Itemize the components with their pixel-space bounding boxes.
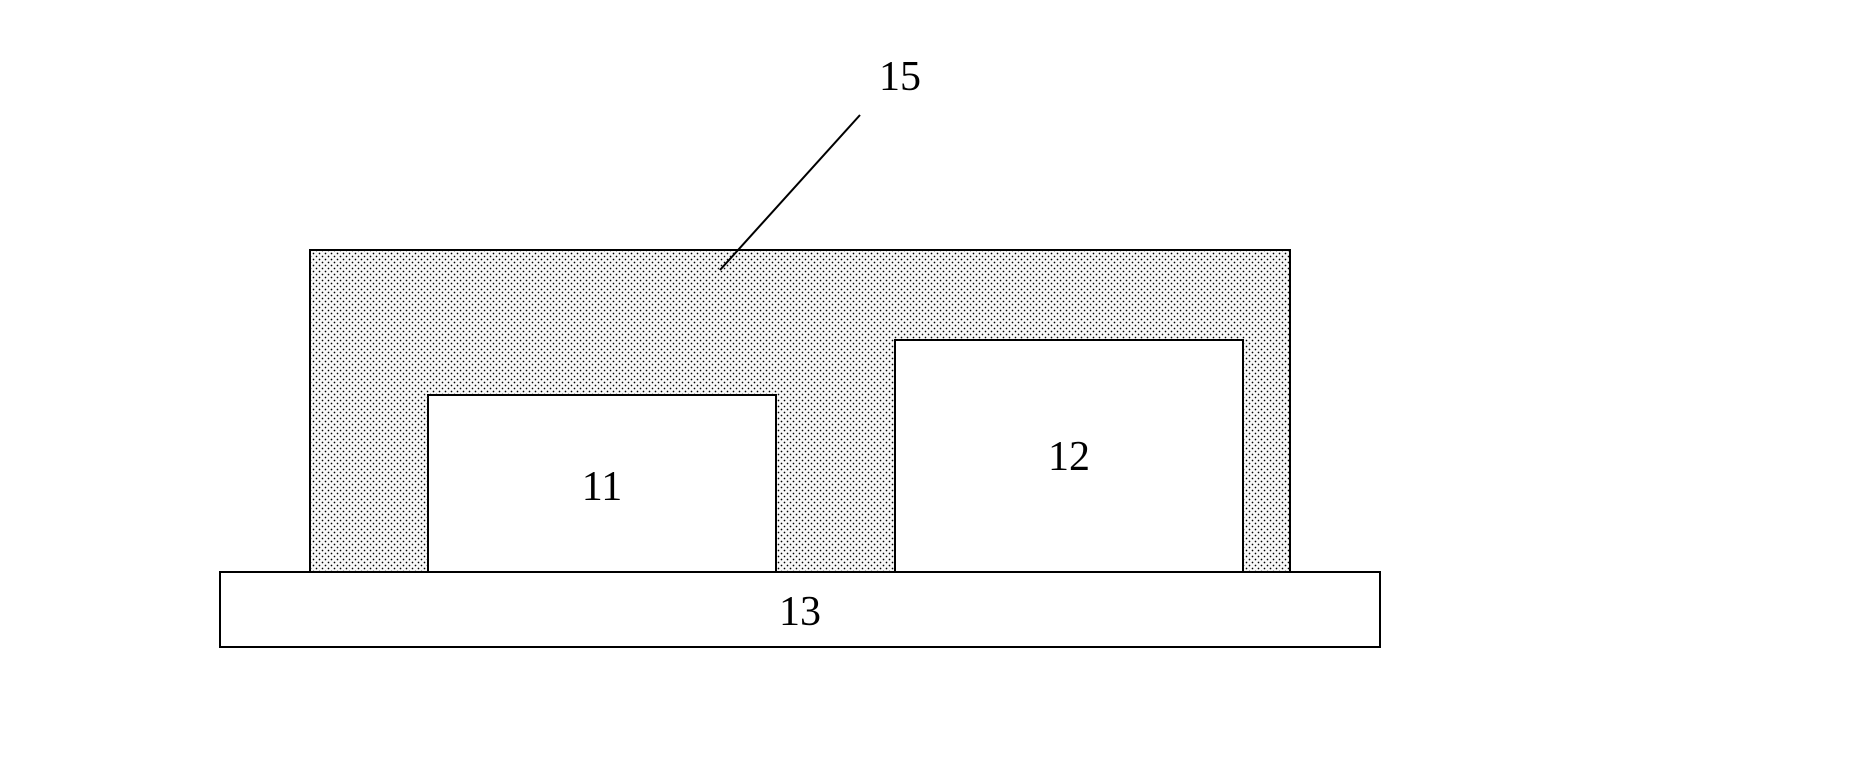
block-left-label: 11 <box>582 464 622 510</box>
callout-leader <box>720 115 860 270</box>
cross-section-diagram: 15 11 12 13 <box>0 0 1861 773</box>
callout-label: 15 <box>879 54 921 100</box>
substrate-label: 13 <box>779 589 821 635</box>
diagram-svg: 15 11 12 13 <box>0 0 1861 773</box>
block-right-label: 12 <box>1048 434 1090 480</box>
